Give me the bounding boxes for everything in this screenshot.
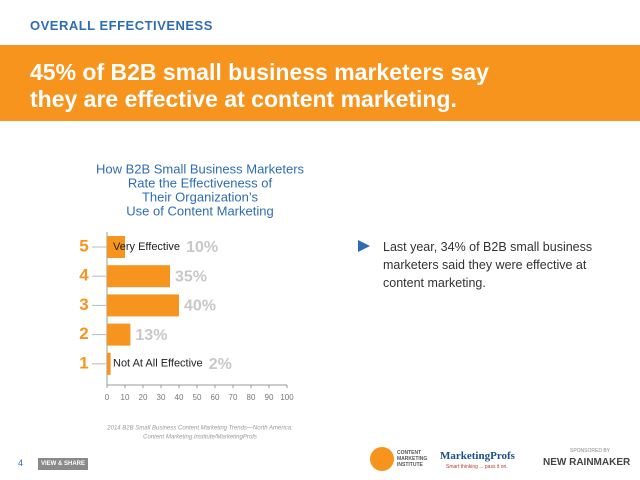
chart-title: How B2B Small Business Marketers — [96, 161, 305, 176]
cmi-text: CONTENT MARKETING INSTITUTE — [397, 450, 427, 468]
bar — [107, 323, 131, 346]
value-label: 40% — [184, 298, 216, 315]
headline-band: 45% of B2B small business marketers say … — [0, 45, 640, 121]
chart-title: Their Organization’s — [142, 189, 259, 204]
x-tick-label: 20 — [139, 393, 148, 402]
page-number: 4 — [18, 458, 24, 468]
chart-title: Rate the Effectiveness of — [128, 175, 273, 190]
mp-tagline: Smart thinking ... pass it on. — [446, 464, 508, 470]
cmi-line: CONTENT — [397, 450, 422, 456]
category-label: 1 — [79, 353, 88, 372]
rainmaker-logo: NEW RAINMAKER — [543, 457, 631, 468]
cmi-logo — [370, 447, 394, 471]
x-tick-label: 100 — [280, 393, 294, 402]
bullet-text: Last year, 34% of B2B small business mar… — [383, 240, 593, 290]
source-note: 2014 B2B Small Business Content Marketin… — [106, 426, 293, 432]
bar — [107, 265, 170, 288]
headline: 45% of B2B small business marketers say … — [30, 59, 489, 113]
x-tick-label: 0 — [105, 393, 110, 402]
headline-line: they are effective at content marketing. — [30, 86, 457, 112]
bar — [107, 294, 179, 317]
share-button[interactable]: VIEW & SHARE — [38, 458, 88, 470]
category-annotation: Not At All Effective — [113, 358, 203, 370]
value-label: 2% — [209, 356, 232, 373]
headline-line: 45% of B2B small business marketers say — [30, 59, 489, 85]
x-tick-label: 50 — [193, 393, 202, 402]
x-tick-label: 60 — [211, 393, 220, 402]
category-label: 3 — [79, 295, 88, 314]
x-tick-label: 70 — [229, 393, 238, 402]
category-label: 2 — [79, 324, 88, 343]
sponsor-label: SPONSORED BY — [570, 448, 611, 454]
value-label: 13% — [135, 327, 167, 344]
bullet-icon — [358, 240, 370, 252]
category-annotation: Very Effective — [113, 241, 180, 253]
value-label: 10% — [186, 239, 218, 256]
x-tick-label: 10 — [121, 393, 130, 402]
x-tick-label: 80 — [247, 393, 256, 402]
mp-logo: MarketingProfs — [440, 450, 515, 462]
x-tick-label: 40 — [175, 393, 184, 402]
source-note: Content Marketing Institute/MarketingPro… — [143, 435, 257, 441]
bar — [107, 352, 111, 375]
value-label: 35% — [175, 268, 207, 285]
bar — [107, 236, 125, 258]
category-label: 5 — [79, 236, 88, 255]
category-label: 4 — [79, 266, 89, 285]
cmi-line: INSTITUTE — [397, 462, 423, 468]
x-tick-label: 30 — [157, 393, 166, 402]
section-header: OVERALL EFFECTIVENESS — [30, 18, 213, 33]
x-tick-label: 90 — [265, 393, 274, 402]
chart-title: Use of Content Marketing — [126, 203, 273, 218]
cmi-line: MARKETING — [397, 456, 428, 462]
